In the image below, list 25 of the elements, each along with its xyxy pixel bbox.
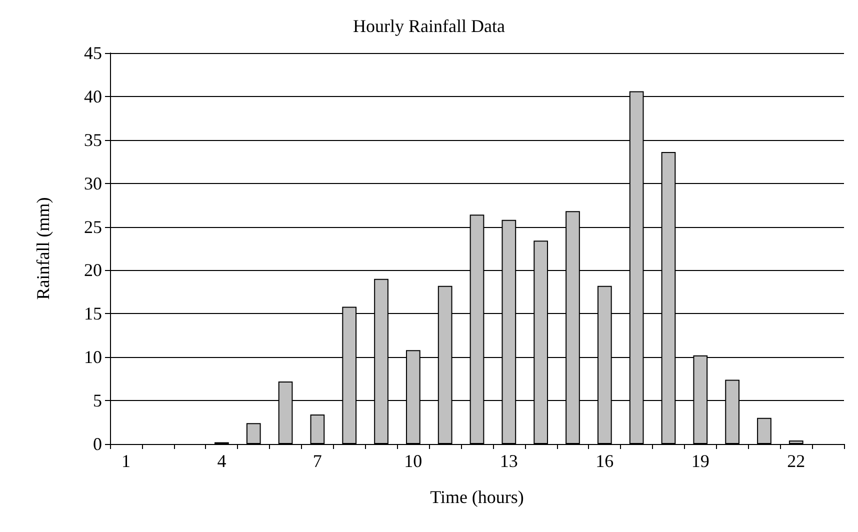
x-tick-label: 13 bbox=[500, 451, 518, 471]
x-tick-label: 22 bbox=[787, 451, 806, 471]
y-tick-label: 25 bbox=[84, 216, 102, 237]
x-tick-label: 4 bbox=[217, 451, 226, 471]
x-tick-label: 10 bbox=[404, 451, 422, 471]
x-tick-label: 16 bbox=[596, 451, 614, 471]
bar bbox=[246, 423, 261, 444]
x-tick-label: 1 bbox=[121, 451, 130, 471]
x-tick-label: 19 bbox=[691, 451, 710, 471]
y-tick-label: 5 bbox=[93, 390, 102, 411]
y-tick-label: 30 bbox=[84, 173, 102, 194]
bar bbox=[310, 414, 325, 444]
bar bbox=[757, 418, 772, 444]
y-tick-label: 20 bbox=[84, 260, 102, 280]
y-tick-label: 10 bbox=[84, 347, 102, 368]
x-tick-label: 7 bbox=[312, 451, 322, 471]
y-tick-label: 0 bbox=[93, 434, 102, 454]
y-axis-title: Rainfall (mm) bbox=[33, 197, 53, 300]
x-axis-title: Time (hours) bbox=[430, 487, 524, 507]
y-tick-label: 35 bbox=[84, 130, 102, 150]
bar bbox=[788, 440, 804, 444]
y-tick-label: 45 bbox=[84, 43, 102, 63]
y-tick-label: 15 bbox=[84, 304, 102, 324]
y-tick-label: 40 bbox=[84, 86, 102, 106]
chart-title: Hourly Rainfall Data bbox=[353, 16, 505, 36]
